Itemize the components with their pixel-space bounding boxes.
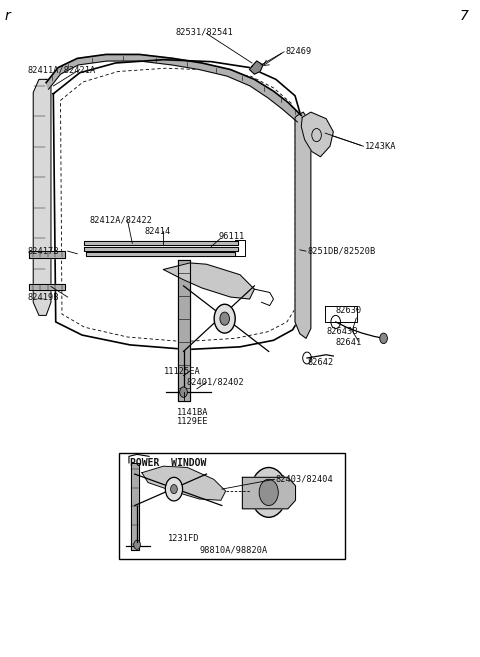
Polygon shape [301,112,333,157]
Polygon shape [46,55,301,122]
Text: 1243KA: 1243KA [364,142,396,150]
Text: 82403/82404: 82403/82404 [276,475,334,484]
Text: 82411A/82421A: 82411A/82421A [27,65,95,74]
Text: 82641: 82641 [336,338,362,348]
Text: 82401/82402: 82401/82402 [186,378,244,387]
Circle shape [134,540,141,549]
Text: 82630: 82630 [336,306,362,315]
Text: 1129EE: 1129EE [177,417,208,426]
Circle shape [251,468,287,517]
Polygon shape [142,466,226,500]
Polygon shape [29,284,65,290]
Text: 82414: 82414 [144,227,170,236]
Polygon shape [84,240,238,245]
Text: 96111: 96111 [218,232,245,241]
Text: 11125EA: 11125EA [163,367,200,376]
Bar [120,453,345,559]
Polygon shape [242,478,296,509]
Polygon shape [86,252,235,256]
Polygon shape [84,246,238,251]
Text: 82469: 82469 [286,47,312,57]
Circle shape [214,304,235,333]
Text: r: r [4,9,10,22]
Text: 82642: 82642 [307,358,333,367]
Polygon shape [33,79,51,315]
Polygon shape [29,251,65,258]
Text: 82419B: 82419B [27,292,59,302]
Text: 1141BA: 1141BA [177,408,208,417]
Polygon shape [131,463,140,550]
Polygon shape [163,263,254,299]
Text: 98810A/98820A: 98810A/98820A [199,545,267,555]
Text: POWER  WINDOW: POWER WINDOW [130,458,206,468]
Text: 82417B: 82417B [27,246,59,256]
Polygon shape [178,260,190,401]
Text: 82531/82541: 82531/82541 [175,28,233,37]
Circle shape [180,387,187,397]
Text: 82412A/82422: 82412A/82422 [89,215,152,225]
Circle shape [259,480,278,505]
Text: 7: 7 [460,9,469,22]
Circle shape [165,478,182,501]
Circle shape [170,484,177,493]
Text: 82643B: 82643B [326,327,358,336]
Polygon shape [250,61,263,74]
Circle shape [380,333,387,344]
Text: 1231FD: 1231FD [168,533,200,543]
Polygon shape [295,112,311,338]
Circle shape [220,312,229,325]
Text: 8251DB/82520B: 8251DB/82520B [307,246,375,256]
